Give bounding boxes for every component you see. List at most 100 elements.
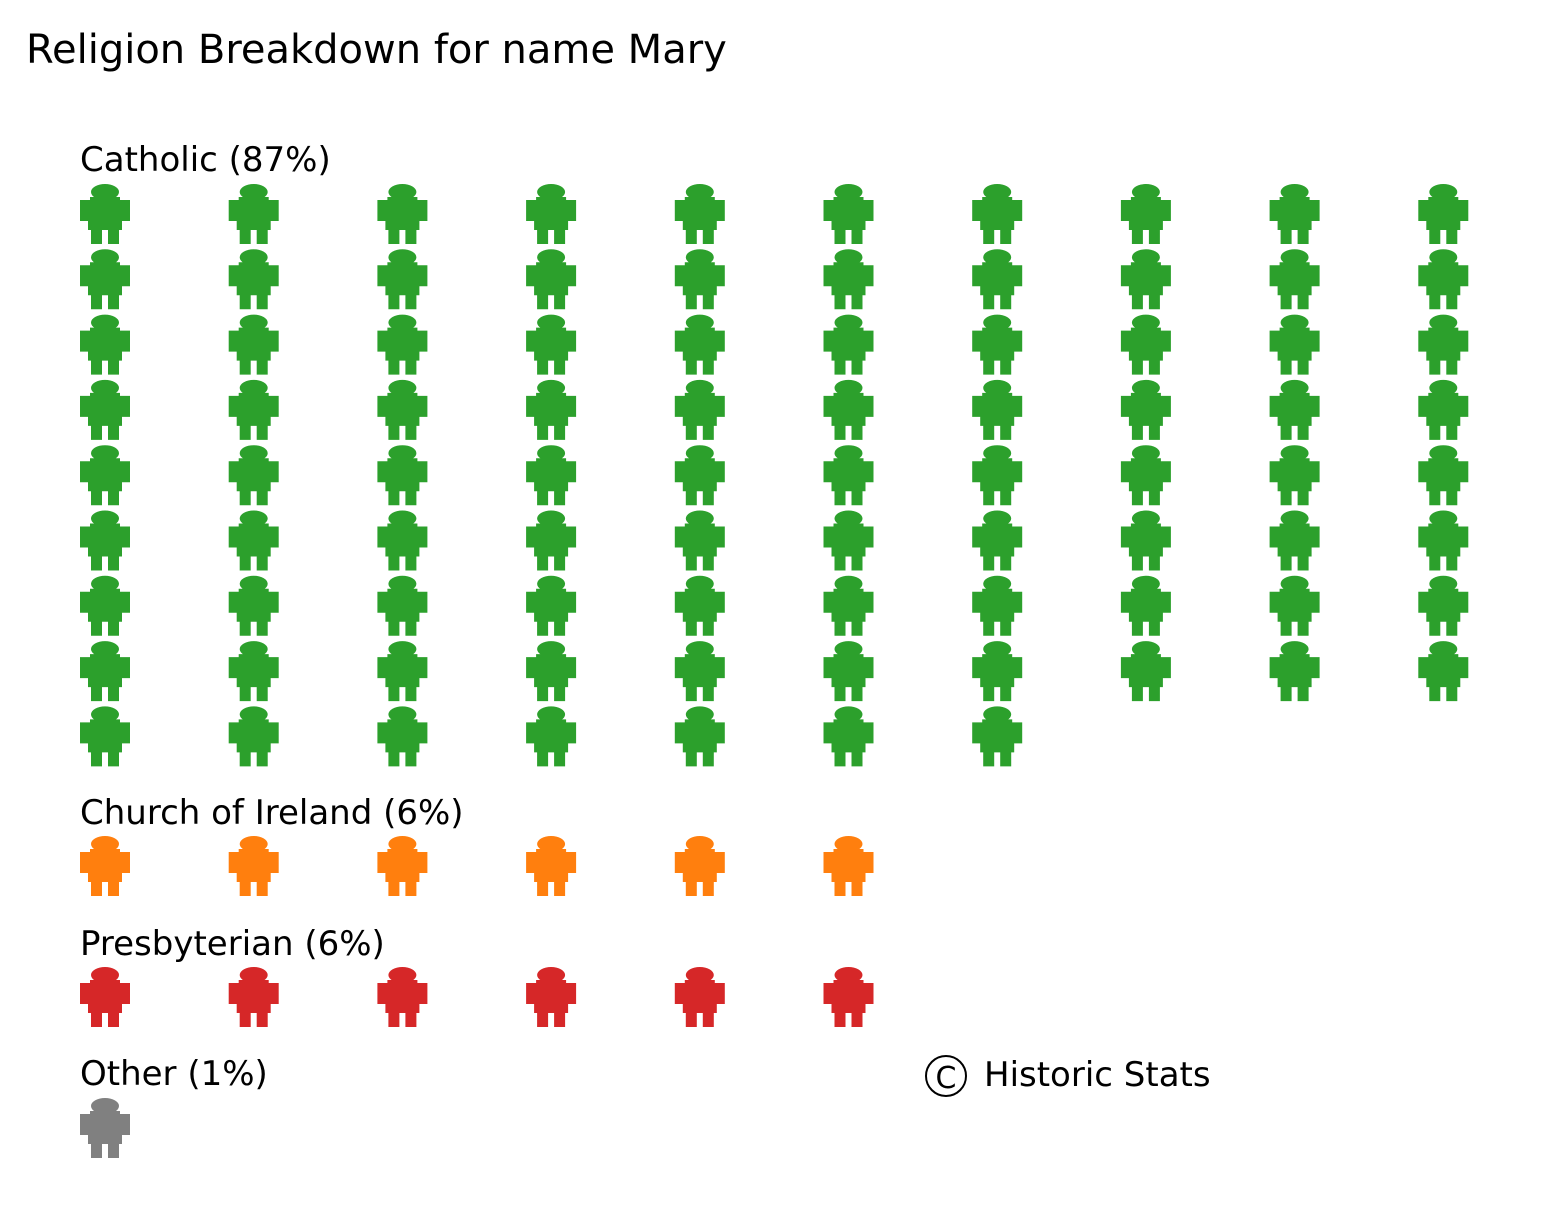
person-icon: [1418, 184, 1469, 244]
person-icon: [972, 314, 1023, 375]
person-icon: [1120, 510, 1171, 571]
person-icon: [823, 184, 874, 244]
person-icon: [823, 706, 874, 767]
group-other: Other (1%): [80, 1054, 268, 1158]
person-icon: [1418, 379, 1469, 440]
person-icon: [1120, 379, 1171, 440]
person-icon: [80, 379, 130, 440]
person-icon: [972, 445, 1023, 506]
person-icon: [674, 314, 725, 375]
person-icon: [823, 836, 874, 896]
copyright-credit: C Historic Stats: [925, 1055, 1211, 1097]
person-icon: [377, 836, 428, 896]
group-label: Presbyterian (6%): [80, 924, 385, 964]
person-icon: [823, 249, 874, 310]
person-icon: [80, 835, 130, 896]
person-icon: [526, 184, 577, 244]
person-icon: [377, 967, 428, 1027]
person-icon: [526, 314, 577, 375]
person-icon: [228, 510, 279, 571]
person-icon: [1120, 184, 1171, 244]
person-icon: [228, 379, 279, 440]
person-icon: [1269, 445, 1320, 506]
pictogram-groups: Catholic (87%) Church of Ireland (6%) Pres…: [80, 140, 1469, 1158]
person-icon: [526, 641, 577, 702]
person-icon: [377, 249, 428, 310]
person-icon: [1269, 379, 1320, 440]
person-icon: [1120, 445, 1171, 506]
person-icon: [1418, 510, 1469, 571]
person-icon: [1120, 249, 1171, 310]
person-icon: [1120, 575, 1171, 636]
person-icon: [823, 314, 874, 375]
person-icon: [377, 379, 428, 440]
person-icon: [972, 510, 1023, 571]
person-icon: [526, 379, 577, 440]
person-icon: [228, 249, 279, 310]
person-icon: [674, 445, 725, 506]
group-church-of-ireland: Church of Ireland (6%): [80, 793, 874, 896]
person-icon: [80, 966, 130, 1027]
person-icon: [228, 641, 279, 702]
person-icon: [1269, 249, 1320, 310]
person-icon: [80, 706, 130, 767]
person-icon: [1418, 445, 1469, 506]
person-icon: [377, 445, 428, 506]
group-label: Catholic (87%): [80, 140, 331, 180]
person-icon: [972, 184, 1023, 244]
person-icon: [228, 314, 279, 375]
person-icon: [823, 379, 874, 440]
person-icon: [1269, 575, 1320, 636]
person-icon: [674, 641, 725, 702]
person-icon: [80, 510, 130, 571]
person-icon: [823, 445, 874, 506]
person-icon: [80, 249, 130, 310]
person-icon: [972, 575, 1023, 636]
credit-text: Historic Stats: [984, 1055, 1211, 1095]
person-icon: [1120, 641, 1171, 702]
person-icon: [674, 575, 725, 636]
person-icon: [972, 641, 1023, 702]
person-icon: [972, 249, 1023, 310]
copyright-symbol: C: [936, 1061, 957, 1096]
person-icon: [823, 641, 874, 702]
person-icon: [526, 445, 577, 506]
person-icon: [1418, 249, 1469, 310]
person-icon: [674, 379, 725, 440]
person-icon: [674, 836, 725, 896]
person-icon: [674, 249, 725, 310]
person-icon: [80, 183, 130, 244]
person-icon: [228, 575, 279, 636]
group-label: Other (1%): [80, 1054, 268, 1094]
person-icon: [80, 1097, 130, 1158]
person-icon: [377, 575, 428, 636]
person-icon: [228, 706, 279, 767]
person-icon: [377, 641, 428, 702]
person-icon: [1269, 510, 1320, 571]
person-icon: [80, 641, 130, 702]
person-icon: [674, 706, 725, 767]
person-icon: [1418, 314, 1469, 375]
person-icon: [1418, 575, 1469, 636]
person-icon: [1269, 184, 1320, 244]
person-icon: [377, 706, 428, 767]
person-icon: [526, 249, 577, 310]
group-catholic: Catholic (87%): [80, 140, 1469, 767]
person-icon: [228, 967, 279, 1027]
person-icon: [377, 184, 428, 244]
person-icon: [526, 836, 577, 896]
person-icon: [377, 314, 428, 375]
person-icon: [80, 575, 130, 636]
person-icon: [526, 510, 577, 571]
person-icon: [972, 379, 1023, 440]
person-icon: [1120, 314, 1171, 375]
person-icon: [823, 967, 874, 1027]
person-icon: [674, 184, 725, 244]
person-icon: [228, 445, 279, 506]
person-icon: [80, 445, 130, 506]
copyright-circle-icon: [925, 1055, 967, 1097]
person-icon: [1269, 641, 1320, 702]
person-icon: [526, 575, 577, 636]
person-icon: [674, 967, 725, 1027]
